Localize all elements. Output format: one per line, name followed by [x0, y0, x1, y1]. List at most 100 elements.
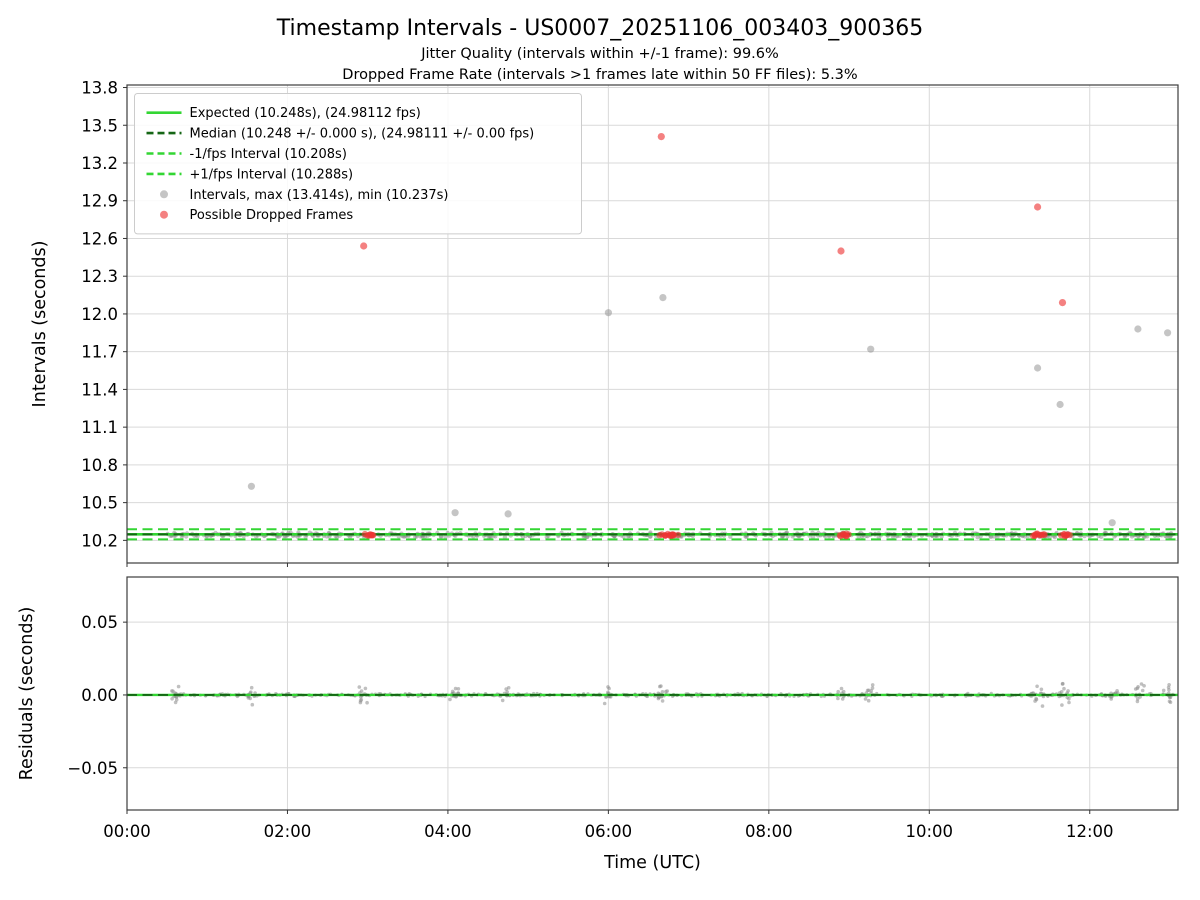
- data-point-outlier: [1058, 299, 1067, 307]
- data-point: [250, 702, 255, 707]
- y-tick-label: 0.00: [81, 686, 118, 705]
- y-tick-label: 13.5: [81, 116, 118, 135]
- data-point: [453, 686, 458, 691]
- data-point: [170, 689, 174, 693]
- data-point: [866, 698, 871, 703]
- data-point: [995, 534, 1000, 540]
- y-axis-label: Intervals (seconds): [30, 241, 50, 408]
- y-axis-label: Residuals (seconds): [17, 607, 37, 781]
- data-point: [173, 700, 178, 705]
- legend: Expected (10.248s), (24.98112 fps) Median…: [134, 93, 582, 235]
- data-point: [865, 688, 870, 693]
- data-point: [836, 696, 840, 701]
- legend-label: +1/fps Interval (10.288s): [190, 167, 354, 182]
- x-tick-label: 10:00: [906, 822, 954, 841]
- y-tick-label: 11.7: [81, 343, 118, 362]
- data-point: [863, 697, 868, 701]
- data-point: [1034, 697, 1039, 702]
- x-axis-label: Time (UTC): [603, 853, 701, 873]
- x-tick-label: 04:00: [424, 822, 472, 841]
- reference-lines: [127, 528, 1178, 541]
- data-point: [662, 532, 669, 539]
- data-point: [246, 696, 251, 700]
- data-point: [660, 690, 665, 694]
- chart-subtitle-dropped: Dropped Frame Rate (intervals >1 frames …: [342, 67, 858, 83]
- data-point: [505, 690, 510, 694]
- data-point-outlier: [1034, 203, 1042, 211]
- axes-border: [126, 576, 1179, 811]
- data-point: [544, 534, 549, 540]
- data-point-outlier: [504, 510, 512, 518]
- data-point: [1099, 534, 1104, 539]
- chart-subtitle-jitter: Jitter Quality (intervals within +/-1 fr…: [421, 46, 779, 62]
- data-point: [1139, 682, 1144, 686]
- y-tick-label: 12.0: [81, 305, 118, 324]
- data-point: [606, 690, 610, 695]
- subplot-residuals: −0.05 0.00 0.05 00:00 02:00 04:00 06:00 08:00 10…: [17, 576, 1179, 873]
- data-point: [845, 531, 852, 538]
- tick-marks: [123, 87, 1091, 567]
- series-dropped-red: [360, 133, 1073, 540]
- data-point: [1064, 531, 1071, 538]
- data-point: [675, 531, 682, 539]
- data-point: [660, 699, 665, 703]
- y-tick-label: 13.2: [81, 154, 118, 173]
- axes-border: [126, 84, 1179, 564]
- data-point: [1167, 688, 1171, 692]
- data-point: [1161, 688, 1166, 693]
- x-tick-label: 00:00: [103, 822, 151, 841]
- chart-title: Timestamp Intervals - US0007_20251106_00…: [276, 16, 924, 41]
- data-point: [456, 687, 461, 691]
- data-point: [357, 685, 362, 689]
- data-point-outlier: [867, 345, 875, 353]
- data-point-outlier: [604, 309, 613, 317]
- data-point-outlier: [247, 482, 255, 490]
- y-tick-label: 12.9: [81, 192, 118, 211]
- data-point: [1040, 704, 1045, 708]
- data-point: [836, 689, 840, 694]
- data-point: [488, 534, 493, 540]
- data-point: [448, 697, 452, 702]
- subplot-intervals: 10.2 10.5 10.8 11.1 11.4 11.7 12.0 12.3 12.6 12.9…: [30, 79, 1179, 567]
- data-point: [837, 533, 844, 540]
- x-tick-label: 02:00: [264, 822, 312, 841]
- data-point-outlier: [1108, 519, 1116, 527]
- data-point: [602, 701, 607, 706]
- data-point-outlier: [360, 242, 368, 250]
- data-point: [1135, 699, 1140, 704]
- y-tick-label: 11.1: [81, 418, 118, 437]
- data-point: [358, 700, 363, 705]
- data-point-outlier: [1056, 400, 1064, 409]
- data-point: [1040, 531, 1047, 538]
- legend-label: Intervals, max (13.414s), min (10.237s): [190, 188, 449, 203]
- y-tick-label: 12.6: [81, 229, 118, 248]
- y-tick-label: 12.3: [81, 267, 118, 286]
- data-point: [1142, 684, 1146, 688]
- data-point: [1067, 700, 1071, 705]
- data-point: [363, 686, 368, 691]
- data-point: [841, 689, 846, 694]
- data-point-outlier: [1134, 325, 1142, 333]
- plot-data-over: [360, 133, 1073, 540]
- data-point: [870, 683, 875, 687]
- data-point: [1060, 703, 1064, 707]
- data-point: [1029, 532, 1037, 539]
- tick-labels: 10.2 10.5 10.8 11.1 11.4 11.7 12.0 12.3 12.6 12.9…: [81, 79, 118, 551]
- data-point-outlier: [1034, 364, 1042, 372]
- legend-sample-dot: [160, 210, 168, 219]
- y-tick-label: 10.2: [81, 531, 118, 550]
- y-tick-label: 10.8: [81, 456, 118, 475]
- data-point: [249, 685, 254, 690]
- data-point: [607, 686, 611, 691]
- data-point: [1135, 697, 1140, 701]
- data-point: [500, 698, 505, 703]
- data-point: [1140, 688, 1145, 693]
- data-point: [1035, 684, 1039, 689]
- data-point: [303, 534, 308, 539]
- y-tick-label: 10.5: [81, 494, 118, 513]
- data-point: [1135, 686, 1140, 691]
- data-point: [665, 689, 669, 693]
- data-point: [1061, 681, 1065, 686]
- data-point: [1065, 695, 1069, 700]
- x-tick-label: 06:00: [585, 822, 633, 841]
